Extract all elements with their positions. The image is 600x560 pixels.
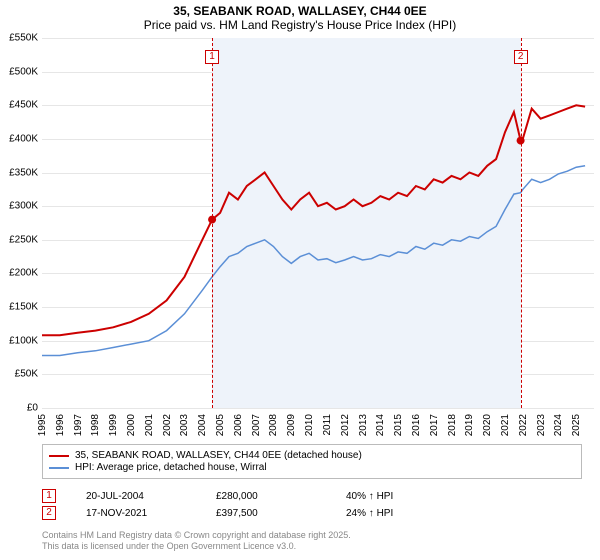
legend-label: 35, SEABANK ROAD, WALLASEY, CH44 0EE (de…	[75, 450, 362, 461]
x-axis-label: 2003	[179, 414, 190, 436]
x-axis-label: 1995	[37, 414, 48, 436]
x-axis-label: 2001	[144, 414, 155, 436]
x-axis-label: 2004	[197, 414, 208, 436]
y-axis-label: £550K	[9, 33, 38, 44]
legend-label: HPI: Average price, detached house, Wirr…	[75, 462, 267, 473]
transaction-row: 1 20-JUL-2004 £280,000 40% ↑ HPI	[42, 489, 446, 503]
y-axis-label: £300K	[9, 201, 38, 212]
transaction-marker-1: 1	[42, 489, 56, 503]
y-axis-label: £50K	[15, 369, 38, 380]
y-axis-label: £400K	[9, 133, 38, 144]
x-axis-label: 2020	[482, 414, 493, 436]
x-axis-label: 2016	[411, 414, 422, 436]
x-axis-label: 1997	[73, 414, 84, 436]
x-axis-label: 2024	[553, 414, 564, 436]
transaction-date: 20-JUL-2004	[86, 491, 186, 502]
transaction-date: 17-NOV-2021	[86, 508, 186, 519]
x-axis-label: 2025	[571, 414, 582, 436]
x-axis-label: 2010	[304, 414, 315, 436]
x-axis-label: 2021	[500, 414, 511, 436]
legend-row: 35, SEABANK ROAD, WALLASEY, CH44 0EE (de…	[49, 450, 575, 461]
transaction-price: £280,000	[216, 491, 316, 502]
x-axis-label: 2015	[393, 414, 404, 436]
series-price_paid	[42, 105, 585, 335]
legend-row: HPI: Average price, detached house, Wirr…	[49, 462, 575, 473]
plot-area: 12	[42, 38, 594, 408]
x-axis-label: 1999	[108, 414, 119, 436]
chart-subtitle: Price paid vs. HM Land Registry's House …	[0, 18, 600, 36]
legend-swatch	[49, 467, 69, 469]
x-axis-label: 2008	[268, 414, 279, 436]
transaction-row: 2 17-NOV-2021 £397,500 24% ↑ HPI	[42, 506, 446, 520]
y-axis-label: £450K	[9, 100, 38, 111]
gridline	[42, 408, 594, 409]
marker-line-2	[521, 38, 522, 408]
series-hpi	[42, 166, 585, 356]
y-axis-label: £150K	[9, 302, 38, 313]
line-chart-svg	[42, 38, 594, 408]
transaction-table: 1 20-JUL-2004 £280,000 40% ↑ HPI 2 17-NOV-202…	[42, 486, 446, 523]
x-axis-label: 2013	[358, 414, 369, 436]
x-axis-label: 2019	[464, 414, 475, 436]
footer-line-1: Contains HM Land Registry data © Crown c…	[42, 530, 351, 541]
y-axis-label: £0	[27, 403, 38, 414]
x-axis-label: 2000	[126, 414, 137, 436]
transaction-delta: 24% ↑ HPI	[346, 508, 446, 519]
transaction-marker-2: 2	[42, 506, 56, 520]
footer-line-2: This data is licensed under the Open Gov…	[42, 541, 351, 552]
x-axis-label: 2022	[518, 414, 529, 436]
x-axis-label: 2023	[536, 414, 547, 436]
y-axis-label: £350K	[9, 167, 38, 178]
x-axis-label: 1998	[90, 414, 101, 436]
y-axis-label: £200K	[9, 268, 38, 279]
x-axis-label: 2011	[322, 414, 333, 436]
x-axis-label: 2007	[251, 414, 262, 436]
x-axis-label: 2012	[340, 414, 351, 436]
marker-box-1: 1	[205, 50, 219, 64]
x-axis-label: 2002	[162, 414, 173, 436]
transaction-price: £397,500	[216, 508, 316, 519]
y-axis-label: £100K	[9, 335, 38, 346]
x-axis-label: 2018	[447, 414, 458, 436]
chart-area: £0 £50K £100K £150K £200K £250K £300K £350K £400…	[0, 38, 600, 438]
legend-swatch	[49, 455, 69, 457]
x-axis-label: 2009	[286, 414, 297, 436]
transaction-delta: 40% ↑ HPI	[346, 491, 446, 502]
y-axis-label: £250K	[9, 234, 38, 245]
x-axis-label: 2006	[233, 414, 244, 436]
marker-box-2: 2	[514, 50, 528, 64]
x-axis-label: 2014	[375, 414, 386, 436]
x-axis-label: 1996	[55, 414, 66, 436]
chart-title: 35, SEABANK ROAD, WALLASEY, CH44 0EE	[0, 0, 600, 18]
x-axis-label: 2017	[429, 414, 440, 436]
x-axis-label: 2005	[215, 414, 226, 436]
footer-text: Contains HM Land Registry data © Crown c…	[42, 530, 351, 552]
legend-box: 35, SEABANK ROAD, WALLASEY, CH44 0EE (de…	[42, 444, 582, 479]
marker-line-1	[212, 38, 213, 408]
y-axis-label: £500K	[9, 66, 38, 77]
